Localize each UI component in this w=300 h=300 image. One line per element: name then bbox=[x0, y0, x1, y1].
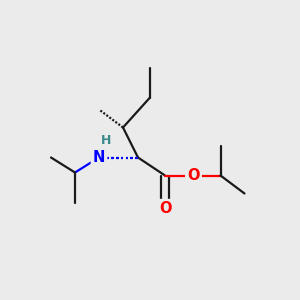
Text: O: O bbox=[187, 168, 200, 183]
Text: N: N bbox=[93, 150, 105, 165]
Text: O: O bbox=[159, 201, 171, 216]
Text: H: H bbox=[101, 134, 112, 148]
